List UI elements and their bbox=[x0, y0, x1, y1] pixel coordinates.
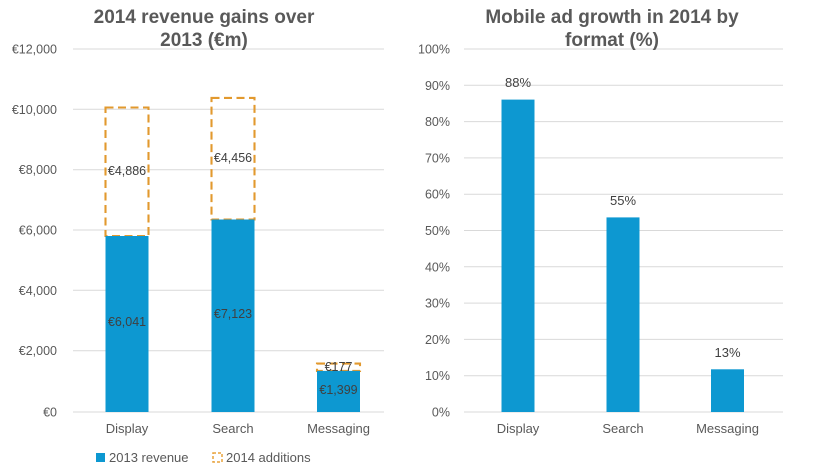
svg-text:€0: €0 bbox=[43, 406, 57, 420]
svg-text:10%: 10% bbox=[425, 369, 450, 383]
svg-text:€1,399: €1,399 bbox=[319, 383, 357, 397]
svg-text:€2,000: €2,000 bbox=[19, 344, 57, 358]
svg-text:€4,886: €4,886 bbox=[108, 164, 146, 178]
svg-text:2014 additions: 2014 additions bbox=[226, 450, 311, 465]
svg-text:13%: 13% bbox=[714, 345, 740, 360]
svg-text:2013 revenue: 2013 revenue bbox=[109, 450, 189, 465]
svg-text:20%: 20% bbox=[425, 333, 450, 347]
svg-text:40%: 40% bbox=[425, 260, 450, 274]
svg-text:€4,000: €4,000 bbox=[19, 284, 57, 298]
svg-text:55%: 55% bbox=[610, 193, 636, 208]
svg-text:Search: Search bbox=[602, 421, 643, 436]
svg-text:0%: 0% bbox=[432, 406, 450, 420]
svg-text:70%: 70% bbox=[425, 151, 450, 165]
svg-text:Messaging: Messaging bbox=[307, 421, 370, 436]
svg-text:Display: Display bbox=[497, 421, 540, 436]
svg-text:88%: 88% bbox=[505, 75, 531, 90]
svg-text:€6,000: €6,000 bbox=[19, 224, 57, 238]
svg-text:Messaging: Messaging bbox=[696, 421, 759, 436]
svg-text:€10,000: €10,000 bbox=[12, 103, 57, 117]
svg-text:90%: 90% bbox=[425, 79, 450, 93]
svg-text:€8,000: €8,000 bbox=[19, 163, 57, 177]
svg-text:30%: 30% bbox=[425, 297, 450, 311]
svg-text:50%: 50% bbox=[425, 224, 450, 238]
svg-text:Display: Display bbox=[106, 421, 149, 436]
svg-text:60%: 60% bbox=[425, 188, 450, 202]
svg-text:€177: €177 bbox=[325, 360, 353, 374]
svg-text:€6,041: €6,041 bbox=[108, 315, 146, 329]
svg-text:Search: Search bbox=[212, 421, 253, 436]
svg-text:€4,456: €4,456 bbox=[214, 151, 252, 165]
svg-text:80%: 80% bbox=[425, 115, 450, 129]
svg-text:€7,123: €7,123 bbox=[214, 307, 252, 321]
